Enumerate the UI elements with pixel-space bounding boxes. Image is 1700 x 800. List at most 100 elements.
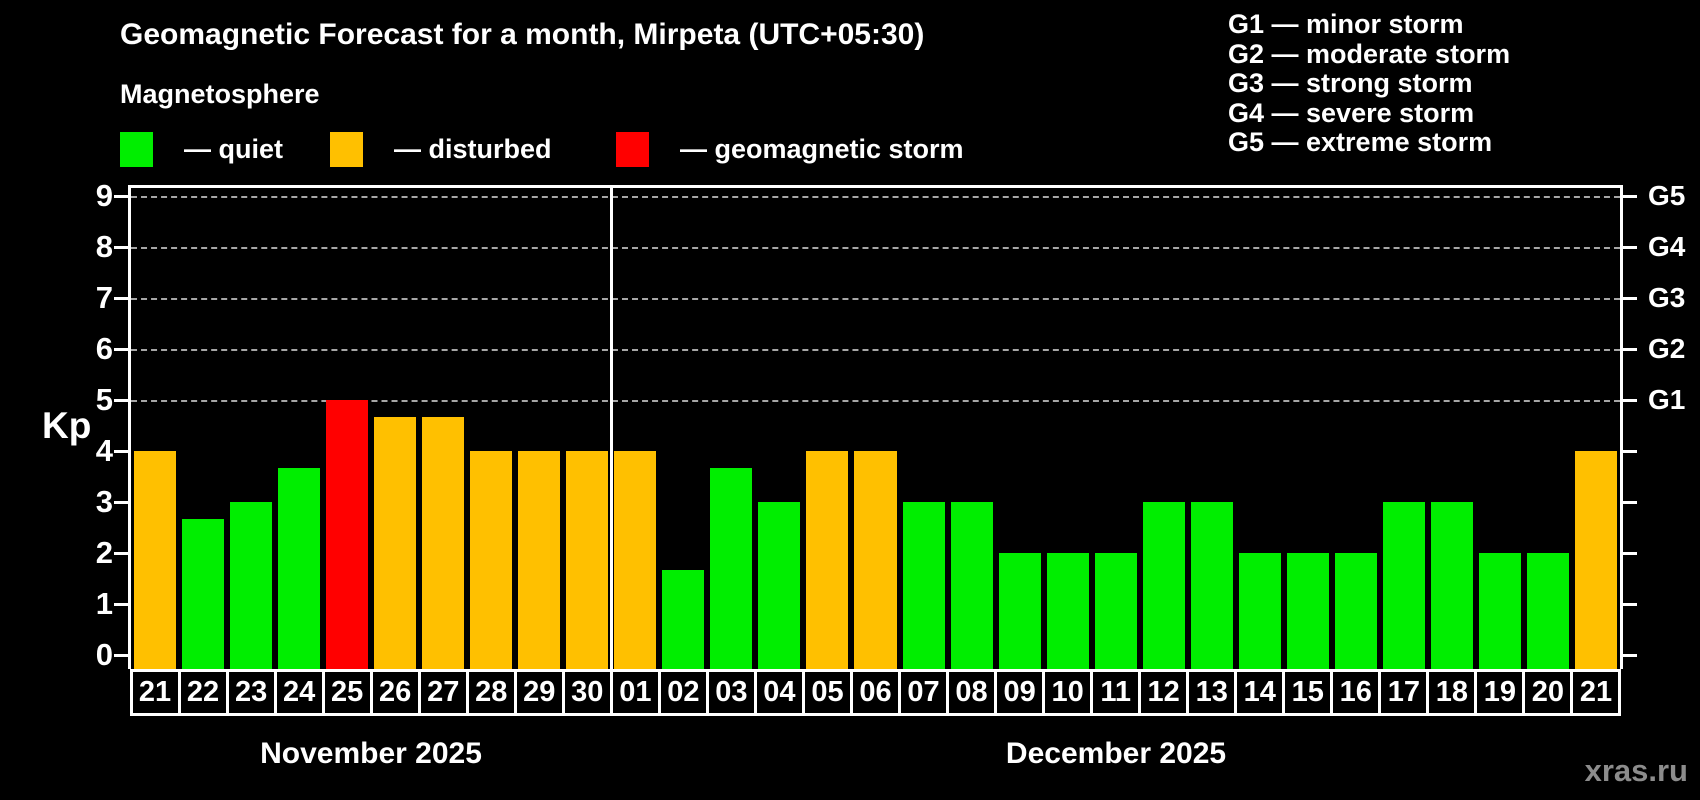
y-tick-label-7: 7 xyxy=(95,280,113,315)
day-cell-06: 06 xyxy=(849,669,901,716)
plot-area xyxy=(128,185,1623,669)
chart-title: Geomagnetic Forecast for a month, Mirpet… xyxy=(120,18,925,51)
kp-bar-08 xyxy=(950,502,993,669)
g4-legend-row: G4 — severe storm xyxy=(1228,97,1475,128)
legend-item-storm: — geomagnetic storm xyxy=(616,132,964,167)
month-separator-line xyxy=(609,188,613,669)
g-tick-label-g3: G3 xyxy=(1648,282,1686,313)
kp-bar-23 xyxy=(230,502,273,669)
gridline-kp5 xyxy=(131,400,1620,402)
kp-bar-29 xyxy=(518,451,561,669)
day-cell-02: 02 xyxy=(657,669,709,716)
kp-bar-30 xyxy=(566,451,609,669)
legend-item-label: — disturbed xyxy=(394,134,552,164)
month-label-november: November 2025 xyxy=(260,737,482,770)
kp-bar-17 xyxy=(1382,502,1425,669)
y-tick-label-1: 1 xyxy=(95,586,113,621)
y-tick-label-6: 6 xyxy=(95,331,113,366)
kp-bar-10 xyxy=(1046,553,1089,669)
kp-bar-14 xyxy=(1238,553,1281,669)
kp-bar-09 xyxy=(998,553,1041,669)
day-cell-01: 01 xyxy=(609,669,661,716)
y-tick-right-9 xyxy=(1620,194,1637,198)
day-cell-27: 27 xyxy=(417,669,469,716)
gridline-kp6 xyxy=(131,349,1620,351)
disturbed-color-swatch xyxy=(330,132,363,167)
day-cell-12: 12 xyxy=(1138,669,1190,716)
y-tick-left-4 xyxy=(114,449,131,453)
kp-bar-15 xyxy=(1286,553,1329,669)
g1-legend-row: G1 — minor storm xyxy=(1228,9,1464,39)
day-cell-21: 21 xyxy=(1570,669,1622,716)
y-tick-label-5: 5 xyxy=(95,382,113,417)
y-tick-right-3 xyxy=(1620,500,1637,504)
gridline-kp8 xyxy=(131,247,1620,249)
kp-bar-20 xyxy=(1526,553,1569,669)
y-tick-left-1 xyxy=(114,602,131,606)
y-tick-left-2 xyxy=(114,551,131,555)
month-label-december: December 2025 xyxy=(1005,737,1227,770)
g-tick-label-g5: G5 xyxy=(1648,180,1686,211)
g5-legend-row: G5 — extreme storm xyxy=(1228,127,1493,157)
y-tick-label-3: 3 xyxy=(95,484,113,519)
kp-axis-label: Kp xyxy=(42,405,92,446)
day-cell-24: 24 xyxy=(273,669,325,716)
kp-bar-11 xyxy=(1094,553,1137,669)
y-tick-label-4: 4 xyxy=(95,433,113,468)
day-cell-16: 16 xyxy=(1330,669,1382,716)
kp-bar-25 xyxy=(326,400,369,669)
g3-legend-row: G3 — strong storm xyxy=(1228,68,1473,98)
day-cell-22: 22 xyxy=(177,669,229,716)
storm-color-swatch xyxy=(616,132,649,167)
kp-bar-07 xyxy=(902,502,945,669)
y-tick-right-8 xyxy=(1620,245,1637,249)
y-tick-right-2 xyxy=(1620,551,1637,555)
day-cell-13: 13 xyxy=(1186,669,1238,716)
y-tick-left-3 xyxy=(114,500,131,504)
day-cell-05: 05 xyxy=(801,669,853,716)
day-cell-18: 18 xyxy=(1426,669,1478,716)
day-cell-20: 20 xyxy=(1522,669,1574,716)
y-tick-left-8 xyxy=(114,245,131,249)
g-tick-label-g4: G4 xyxy=(1648,231,1686,262)
kp-bar-27 xyxy=(422,416,465,669)
y-tick-label-2: 2 xyxy=(95,535,113,570)
kp-bar-26 xyxy=(374,416,417,669)
kp-bar-06 xyxy=(854,451,897,669)
day-cell-11: 11 xyxy=(1090,669,1142,716)
kp-bar-18 xyxy=(1430,502,1473,669)
day-cell-28: 28 xyxy=(465,669,517,716)
magnetosphere-legend-title: Magnetosphere xyxy=(120,79,320,109)
day-cell-15: 15 xyxy=(1282,669,1334,716)
kp-bar-24 xyxy=(278,467,321,669)
day-cell-17: 17 xyxy=(1378,669,1430,716)
y-tick-label-9: 9 xyxy=(95,178,113,213)
kp-bar-02 xyxy=(662,569,705,669)
kp-bar-04 xyxy=(758,502,801,669)
kp-bar-13 xyxy=(1190,502,1233,669)
legend-item-label: — quiet xyxy=(184,134,283,164)
day-cell-09: 09 xyxy=(994,669,1046,716)
day-cell-14: 14 xyxy=(1234,669,1286,716)
gridline-kp9 xyxy=(131,196,1620,198)
day-cell-19: 19 xyxy=(1474,669,1526,716)
day-cell-29: 29 xyxy=(513,669,565,716)
watermark: xras.ru xyxy=(1584,753,1688,788)
y-tick-left-0 xyxy=(114,653,131,657)
y-tick-left-7 xyxy=(114,296,131,300)
kp-bar-19 xyxy=(1478,553,1521,669)
y-tick-left-9 xyxy=(114,194,131,198)
y-tick-right-7 xyxy=(1620,296,1637,300)
day-cell-25: 25 xyxy=(321,669,373,716)
kp-bar-12 xyxy=(1142,502,1185,669)
plot-inner xyxy=(131,188,1620,669)
y-tick-right-5 xyxy=(1620,398,1637,402)
gridline-kp7 xyxy=(131,298,1620,300)
day-cell-07: 07 xyxy=(898,669,950,716)
kp-bar-05 xyxy=(806,451,849,669)
y-tick-left-6 xyxy=(114,347,131,351)
day-cell-21: 21 xyxy=(129,669,181,716)
legend-item-quiet: — quiet xyxy=(120,132,283,167)
kp-bar-16 xyxy=(1334,553,1377,669)
